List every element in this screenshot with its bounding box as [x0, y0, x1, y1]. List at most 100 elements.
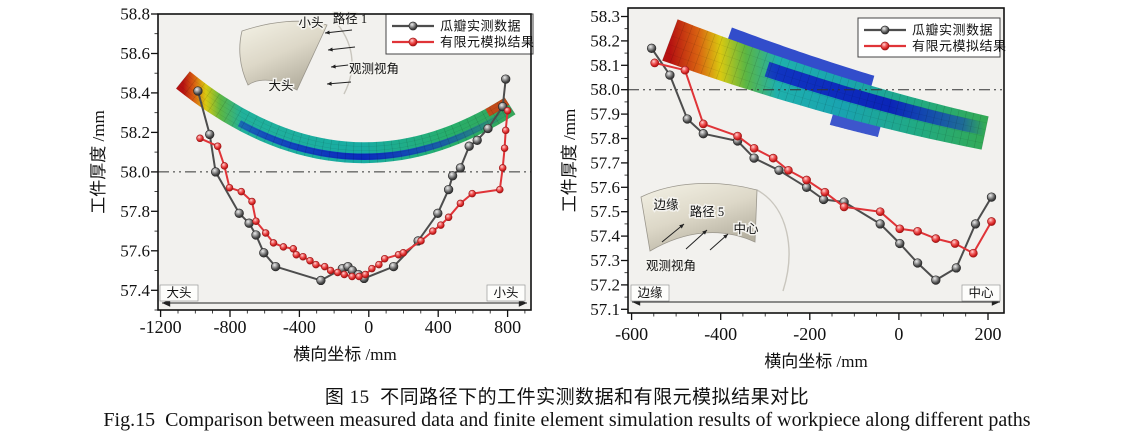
tick-labels: -1200 -800 -400 0 400 800 57.4 57.6 57.8 58.0 58.2… [120, 5, 521, 338]
data-point [417, 237, 425, 245]
path-arrow-icon [685, 229, 708, 250]
data-point [196, 134, 204, 143]
y-tick-label: 57.2 [590, 275, 620, 294]
data-point [950, 239, 960, 248]
arrowhead-icon [702, 230, 707, 235]
data-point [500, 144, 509, 152]
data-point [895, 224, 905, 234]
arrowhead-icon [679, 224, 684, 229]
y-tick-label: 57.4 [590, 227, 620, 246]
data-point [768, 153, 778, 163]
legend-label: 瓜瓣实测数据 [440, 19, 521, 34]
data-point [774, 165, 784, 175]
data-point [306, 256, 314, 265]
fem-surface-inset [662, 19, 989, 150]
data-point [650, 58, 660, 68]
x-tick-label: 0 [364, 317, 373, 337]
y-tick-label: 58.4 [120, 83, 150, 102]
x-tick-label: 400 [425, 317, 452, 337]
x-tick-label: -600 [615, 324, 648, 344]
data-point [368, 264, 376, 273]
fem-mesh-lines [662, 19, 989, 150]
path-arrow-icon [661, 223, 685, 243]
data-point [437, 221, 445, 229]
data-point [220, 162, 229, 170]
view-angle-arc [333, 19, 353, 95]
corner-label-end: 中心 [968, 285, 994, 300]
data-point [456, 199, 465, 208]
view-angle-arc [756, 189, 790, 292]
y-tick-label: 58.0 [120, 162, 150, 181]
inset-label: 中心 [733, 221, 759, 236]
data-point [749, 143, 759, 153]
y-axis-title: 工件厚度 /mm [560, 109, 579, 212]
y-tick-label: 57.4 [120, 281, 150, 300]
x-tick-label: -200 [793, 324, 826, 344]
data-point [931, 275, 941, 285]
x-tick-label: -400 [704, 324, 737, 344]
data-point [496, 185, 504, 194]
y-tick-label: 58.2 [590, 31, 620, 50]
data-point [503, 106, 512, 115]
data-point [261, 229, 270, 237]
x-tick-label: -1200 [140, 317, 182, 337]
arrowhead-icon [331, 64, 336, 69]
data-point [429, 227, 437, 235]
data-point [680, 65, 690, 75]
data-point [375, 260, 383, 269]
legend-marker-icon [880, 41, 890, 51]
y-tick-label: 57.5 [590, 202, 620, 221]
y-tick-label: 57.8 [120, 202, 150, 221]
data-point [498, 164, 507, 172]
data-point [299, 252, 307, 261]
corner-label-start: 大头 [166, 286, 191, 300]
data-point [951, 263, 961, 273]
data-point [970, 219, 981, 229]
y-tick-label: 58.1 [590, 56, 620, 75]
data-point [279, 243, 288, 251]
y-tick-label: 57.3 [590, 251, 620, 270]
data-point [784, 165, 793, 175]
data-point [210, 167, 221, 177]
data-point [259, 248, 269, 258]
data-point [455, 163, 466, 173]
fem-mesh-lines [175, 71, 516, 164]
data-point [333, 268, 342, 277]
data-point [749, 153, 759, 163]
data-point [289, 245, 298, 253]
data-point [733, 131, 742, 141]
data-point [447, 171, 458, 181]
data-point [355, 272, 363, 281]
data-point [931, 234, 941, 243]
data-point [472, 135, 482, 145]
y-tick-label: 58.6 [120, 44, 150, 63]
legend-label: 有限元模拟结果 [912, 39, 1007, 54]
legend-label: 瓜瓣实测数据 [912, 23, 993, 38]
plot-frame [627, 7, 1005, 314]
data-point [205, 129, 215, 140]
data-point [348, 272, 356, 281]
data-point [234, 208, 244, 218]
x-tick-label: 0 [894, 324, 903, 344]
plot-frame [157, 13, 532, 311]
workpiece-sheet [640, 183, 758, 252]
data-point [444, 213, 453, 222]
data-point [802, 175, 811, 185]
data-point [399, 249, 408, 257]
x-tick-label: -400 [283, 317, 316, 337]
data-point [501, 74, 511, 84]
figure-caption-zh: 图 15 不同路径下的工件实测数据和有限元模拟结果对比 [324, 387, 810, 408]
axis-ticks [151, 13, 526, 317]
data-point [244, 218, 254, 228]
legend-marker-icon [408, 21, 418, 31]
legend-label: 有限元模拟结果 [440, 35, 535, 50]
y-tick-label: 58.0 [590, 80, 620, 99]
x-axis-title: 横向坐标 /mm [764, 352, 867, 371]
data-point [698, 129, 708, 139]
y-tick-label: 57.8 [590, 129, 620, 148]
inset-label: 观测视角 [349, 61, 399, 76]
